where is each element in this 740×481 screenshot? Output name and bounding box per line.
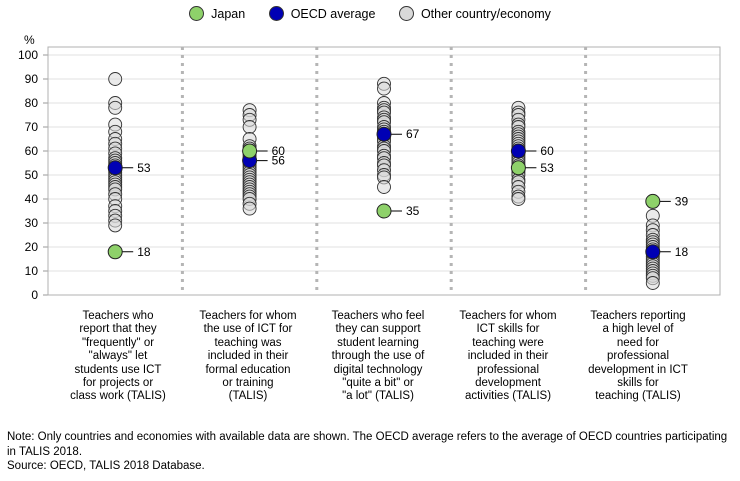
- legend-swatch-japan: [189, 6, 205, 21]
- point-other-2-4: [242, 120, 257, 134]
- point-japan-1: [107, 244, 123, 260]
- y-tick-label-90: 90: [25, 72, 39, 86]
- point-oecd-4: [510, 143, 526, 159]
- point-oecd-1: [107, 160, 123, 176]
- data-label-oecd-5: 18: [675, 245, 689, 259]
- point-other-1-1: [108, 72, 123, 86]
- category-label-3: Teachers who feel they can support stude…: [331, 310, 425, 403]
- category-label-1: Teachers who report that they "frequentl…: [70, 310, 166, 403]
- legend-item-oecd-average: OECD average: [268, 6, 376, 21]
- y-tick-label-80: 80: [25, 96, 39, 110]
- data-label-oecd-2: 56: [272, 154, 286, 168]
- plot-border: [47, 46, 721, 296]
- y-tick-label-30: 30: [25, 216, 39, 230]
- data-label-japan-5: 39: [675, 194, 689, 208]
- data-label-japan-4: 53: [540, 161, 554, 175]
- y-tick-label-60: 60: [25, 144, 39, 158]
- point-other-1-3: [108, 100, 123, 115]
- y-tick-label-10: 10: [25, 264, 39, 278]
- y-axis-label: %: [24, 33, 35, 47]
- scatter-chart: 0102030405060708090100%53185660673560531…: [18, 33, 721, 302]
- legend-swatch-other-country: [398, 6, 414, 21]
- data-label-japan-2: 60: [272, 144, 286, 158]
- footnote-note: Note: Only countries and economies with …: [7, 431, 728, 458]
- point-oecd-3: [376, 126, 392, 142]
- data-label-oecd-4: 60: [540, 144, 554, 158]
- y-tick-label-0: 0: [31, 288, 38, 302]
- point-other-1-29: [108, 218, 123, 233]
- legend-label-other-country: Other country/economy: [420, 6, 551, 21]
- legend-item-other-country: Other country/economy: [398, 6, 551, 21]
- legend-label-japan: Japan: [211, 6, 246, 21]
- y-tick-label-100: 100: [18, 48, 38, 62]
- category-label-4: Teachers for whom ICT skills for teachin…: [459, 310, 557, 403]
- point-other-4-29: [511, 192, 526, 206]
- point-other-5-22: [645, 276, 660, 290]
- point-other-3-26: [377, 180, 391, 194]
- point-other-2-29: [242, 201, 257, 216]
- legend-item-japan: Japan: [189, 6, 245, 21]
- chart-legend: Japan OECD average Other country/economy: [0, 6, 740, 24]
- point-japan-4: [510, 160, 526, 176]
- data-label-japan-3: 35: [406, 204, 420, 218]
- point-oecd-5: [645, 244, 661, 260]
- point-other-3-2: [377, 81, 391, 96]
- data-label-oecd-1: 53: [137, 161, 151, 175]
- y-tick-label-20: 20: [25, 240, 39, 254]
- category-label-5: Teachers reporting a high level of need …: [588, 310, 688, 403]
- y-tick-label-50: 50: [25, 168, 39, 182]
- point-japan-3: [376, 203, 392, 219]
- legend-swatch-oecd-average: [268, 6, 284, 21]
- legend-label-oecd-average: OECD average: [290, 6, 376, 21]
- y-tick-label-40: 40: [25, 192, 39, 206]
- category-label-2: Teachers for whom the use of ICT for tea…: [199, 310, 297, 403]
- data-label-oecd-3: 67: [406, 127, 420, 141]
- chart-footnotes: Note: Only countries and economies with …: [7, 430, 737, 474]
- footnote-source: Source: OECD, TALIS 2018 Database.: [7, 460, 205, 473]
- point-japan-2: [242, 143, 258, 159]
- y-tick-label-70: 70: [25, 120, 39, 134]
- point-japan-5: [645, 193, 661, 209]
- data-label-japan-1: 18: [137, 245, 151, 259]
